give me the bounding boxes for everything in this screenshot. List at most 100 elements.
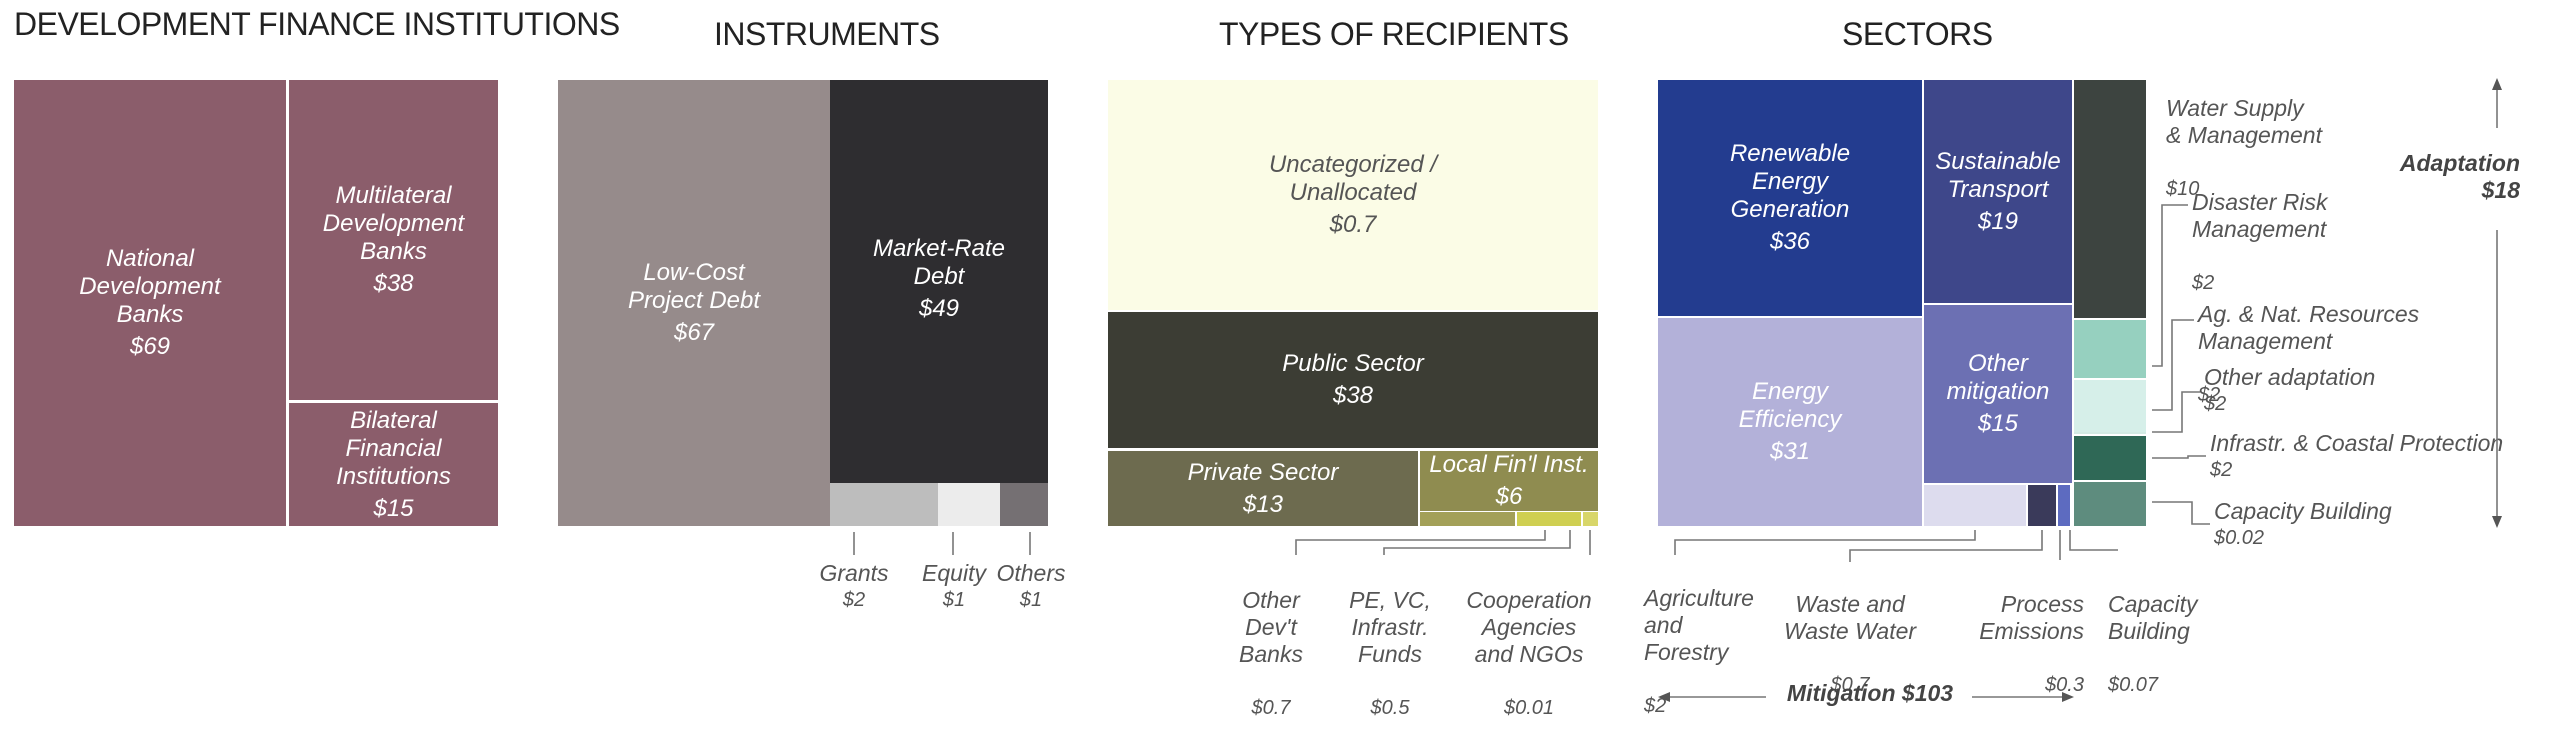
mitigation-arrowhead-right bbox=[2062, 692, 2074, 702]
sec-agnat-callout: Ag. & Nat. Resources Management $2 bbox=[2198, 274, 2419, 436]
sec-capmit-value: $0.07 bbox=[2108, 674, 2159, 696]
sec-water-callout: Water Supply & Management $10 bbox=[2166, 68, 2322, 230]
ins-equity-cell bbox=[938, 483, 1000, 526]
sec-infra-callout: Infrastr. & Coastal Protection $2 bbox=[2210, 430, 2503, 484]
sec-infra-value: $2 bbox=[2210, 459, 2233, 481]
sec-capad-callout: Capacity Building $0.02 bbox=[2214, 498, 2392, 552]
sec-capad-cell bbox=[2074, 482, 2146, 526]
sec-agnat-value: $2 bbox=[2198, 384, 2221, 406]
rec-local-cell: Local Fin'l Inst. $6 bbox=[1420, 449, 1598, 511]
dfi-multilateral-value: $38 bbox=[373, 270, 414, 297]
ins-others-name: Others bbox=[996, 560, 1066, 586]
rec-pevc-cell bbox=[1517, 512, 1581, 526]
rec-pevc-name: PE, VC, Infrastr. Funds bbox=[1349, 587, 1431, 667]
adaptation-group-label: Adaptation $18 bbox=[2380, 150, 2520, 204]
sec-agri-callout: Agriculture and Forestry $2 bbox=[1644, 558, 1774, 747]
sec-disaster-value: $2 bbox=[2192, 272, 2215, 294]
sec-infra-cell bbox=[2074, 436, 2146, 480]
sec-waste-callout: Waste and Waste Water $0.7 bbox=[1770, 564, 1930, 726]
sec-agnat-leader bbox=[2152, 319, 2194, 411]
sec-infra-name: Infrastr. & Coastal Protection bbox=[2210, 430, 2504, 456]
sec-capad-leader bbox=[2152, 501, 2210, 525]
dfi-multilateral-label: Multilateral Development Banks bbox=[322, 182, 465, 265]
rec-uncat-value: $0.7 bbox=[1329, 211, 1377, 238]
sec-waste-value: $0.7 bbox=[1830, 674, 1870, 696]
sec-disaster-leader bbox=[2152, 204, 2188, 367]
ins-others-cell bbox=[1000, 483, 1048, 526]
ins-lowcost-cell: Low-Cost Project Debt $67 bbox=[558, 80, 830, 526]
sec-capmit-name: Capacity Building bbox=[2108, 591, 2198, 644]
sec-agri-cell bbox=[1924, 485, 2026, 526]
sec-proc-name: Process Emissions bbox=[1979, 591, 2084, 644]
sec-transport-cell: Sustainable Transport $19 bbox=[1924, 80, 2072, 303]
adaptation-group-name: Adaptation bbox=[2399, 150, 2520, 176]
dfi-title: DEVELOPMENT FINANCE INSTITUTIONS bbox=[14, 6, 620, 42]
rec-otherdev-callout: Other Dev't Banks $0.7 bbox=[1228, 560, 1314, 749]
ins-equity-callout: Equity $1 bbox=[912, 560, 996, 614]
sec-othad-callout: Other adaptation $2 bbox=[2204, 364, 2375, 418]
sec-transport-label: Sustainable Transport bbox=[1935, 147, 2061, 203]
rec-coop-cell bbox=[1583, 512, 1598, 526]
dfi-bilateral-value: $15 bbox=[373, 494, 414, 522]
sec-infra-leader bbox=[2152, 455, 2206, 459]
rec-otherdev-name: Other Dev't Banks bbox=[1239, 587, 1303, 667]
rec-local-value: $6 bbox=[1495, 483, 1523, 510]
sec-efficiency-value: $31 bbox=[1769, 438, 1811, 465]
rec-pevc-leader bbox=[1383, 530, 1571, 555]
mitigation-group-label: Mitigation $103 bbox=[1786, 680, 1954, 706]
rec-public-label: Public Sector bbox=[1282, 350, 1424, 377]
ins-equity-value: $1 bbox=[942, 589, 966, 611]
ins-lowcost-label: Low-Cost Project Debt bbox=[627, 259, 761, 314]
dfi-national-cell: National Development Banks $69 bbox=[14, 80, 286, 526]
sec-capad-name: Capacity Building bbox=[2214, 498, 2392, 524]
sectors-title: SECTORS bbox=[1842, 16, 1993, 52]
rec-public-cell: Public Sector $38 bbox=[1108, 310, 1598, 448]
rec-private-value: $13 bbox=[1242, 490, 1284, 518]
dfi-bilateral-label: Bilateral Financial Institutions bbox=[336, 406, 451, 490]
ins-equity-name: Equity bbox=[922, 560, 986, 586]
sec-othad-leader bbox=[2152, 391, 2200, 433]
sec-efficiency-label: Energy Efficiency bbox=[1738, 378, 1842, 433]
dfi-multilateral-cell: Multilateral Development Banks $38 bbox=[289, 80, 498, 400]
ins-grants-name: Grants bbox=[819, 560, 889, 586]
ins-grants-cell bbox=[830, 483, 938, 526]
adaptation-arrowhead-down bbox=[2492, 516, 2502, 528]
rec-uncat-cell: Uncategorized / Unallocated $0.7 bbox=[1108, 80, 1598, 310]
instruments-title: INSTRUMENTS bbox=[714, 16, 940, 52]
sec-capmit-callout: Capacity Building $0.07 bbox=[2108, 564, 2228, 726]
sec-agnat-cell bbox=[2074, 380, 2146, 432]
sec-agri-value: $2 bbox=[1644, 695, 1667, 717]
sec-othmit-value: $15 bbox=[1977, 410, 2019, 437]
sec-renewable-cell: Renewable Energy Generation $36 bbox=[1658, 80, 1922, 316]
adaptation-arrowhead-up bbox=[2492, 78, 2502, 90]
sec-proc-callout: Process Emissions $0.3 bbox=[1960, 564, 2084, 726]
rec-coop-callout: Cooperation Agencies and NGOs $0.01 bbox=[1454, 560, 1604, 749]
sec-agnat-name: Ag. & Nat. Resources Management bbox=[2198, 301, 2420, 354]
sec-proc-cell bbox=[2028, 485, 2056, 526]
rec-otherdev-leader bbox=[1295, 530, 1546, 555]
sec-water-value: $10 bbox=[2166, 178, 2200, 200]
ins-market-value: $49 bbox=[918, 295, 960, 322]
sec-proc-value: $0.3 bbox=[2045, 674, 2084, 696]
mitigation-arrowhead-left bbox=[1658, 692, 1670, 702]
sec-waste-leader bbox=[1849, 530, 2043, 562]
ins-market-cell: Market-Rate Debt $49 bbox=[830, 80, 1048, 483]
rec-local-label: Local Fin'l Inst. bbox=[1429, 451, 1589, 478]
sec-capmit-leader bbox=[2069, 530, 2118, 551]
sec-agri-name: Agriculture and Forestry bbox=[1644, 585, 1754, 665]
dfi-bilateral-cell: Bilateral Financial Institutions $15 bbox=[289, 403, 498, 526]
rec-uncat-label: Uncategorized / Unallocated bbox=[1268, 151, 1438, 206]
sec-othad-name: Other adaptation bbox=[2204, 364, 2376, 390]
sec-agri-leader bbox=[1674, 530, 1976, 555]
sec-disaster-cell bbox=[2074, 320, 2146, 378]
dfi-national-label: National Development Banks bbox=[79, 245, 221, 328]
sec-othmit-label: Other mitigation bbox=[1946, 350, 2050, 405]
sec-capad-value: $0.02 bbox=[2214, 527, 2265, 549]
sec-water-cell bbox=[2074, 80, 2146, 318]
sec-othmit-cell: Other mitigation $15 bbox=[1924, 305, 2072, 483]
ins-others-callout: Others $1 bbox=[990, 560, 1072, 614]
ins-grants-value: $2 bbox=[842, 589, 866, 611]
sec-disaster-callout: Disaster Risk Management $2 bbox=[2192, 162, 2327, 324]
ins-lowcost-value: $67 bbox=[673, 319, 715, 346]
